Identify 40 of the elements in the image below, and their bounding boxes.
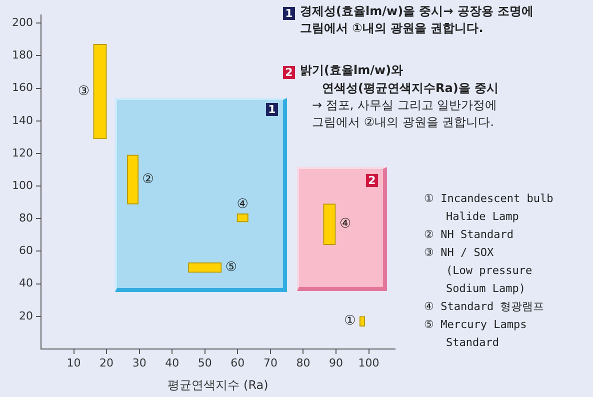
x-tick-label: 20 <box>100 356 114 370</box>
y-tick-label: 180 <box>12 48 33 62</box>
text: ② NH Standard <box>424 227 514 243</box>
annotation: → 점포, 사무실 그리고 일반가정에 그림에서 ②내의 광원을 권합니다. <box>312 97 498 131</box>
y-tick-label: 200 <box>12 16 33 30</box>
annotation: 밝기(효율lm/w)와 <box>300 62 404 79</box>
y-tick-label: 160 <box>12 81 33 94</box>
y-tick-label: 140 <box>12 114 33 127</box>
annotation: 2 <box>283 66 295 79</box>
x-tick-label: 100 <box>358 356 380 370</box>
x-tick-label: 80 <box>296 356 310 370</box>
series-label: ① <box>344 314 356 329</box>
x-tick-label: 90 <box>329 356 343 370</box>
y-tick-label: 100 <box>12 178 33 192</box>
y-tick-label: 60 <box>19 244 33 258</box>
x-tick-label: 40 <box>165 356 180 370</box>
annotation: 1 <box>266 103 278 116</box>
series-label: ③ <box>78 84 90 99</box>
annotation: 연색성(평균연색지수Ra)을 중시 <box>322 80 498 97</box>
x-tick-label: 50 <box>198 356 212 370</box>
series-label: ④ <box>339 216 352 232</box>
x-tick-label: 30 <box>132 356 146 370</box>
series-label: ⑤ <box>225 260 238 275</box>
y-tick-label: 80 <box>19 212 33 225</box>
x-tick-label: 10 <box>66 356 81 370</box>
x-tick-label: 60 <box>230 356 245 370</box>
y-tick-label: 20 <box>19 309 33 322</box>
series-label: ② <box>142 172 154 187</box>
x-axis-title: 평균연색지수 (Ra) <box>168 378 268 392</box>
series-label: ④ <box>236 197 248 212</box>
annotation: 경제성(효율lm/w)을 중시→ 공장용 조명에 그림에서 ①내의 광원을 권합니다. <box>300 3 534 37</box>
text: ④ Standard 형광램프 <box>424 299 544 315</box>
y-tick-label: 40 <box>19 276 33 290</box>
text: ① Incandescent bulb Halide Lamp <box>424 191 554 225</box>
annotation: 2 <box>366 174 378 187</box>
text: ⑤ Mercury Lamps Standard <box>424 317 527 351</box>
annotation: 1 <box>283 7 295 20</box>
y-tick-label: 120 <box>12 146 33 160</box>
x-tick-label: 70 <box>263 356 278 370</box>
text: ③ NH / SOX (Low pressure Sodium Lamp) <box>424 245 532 297</box>
